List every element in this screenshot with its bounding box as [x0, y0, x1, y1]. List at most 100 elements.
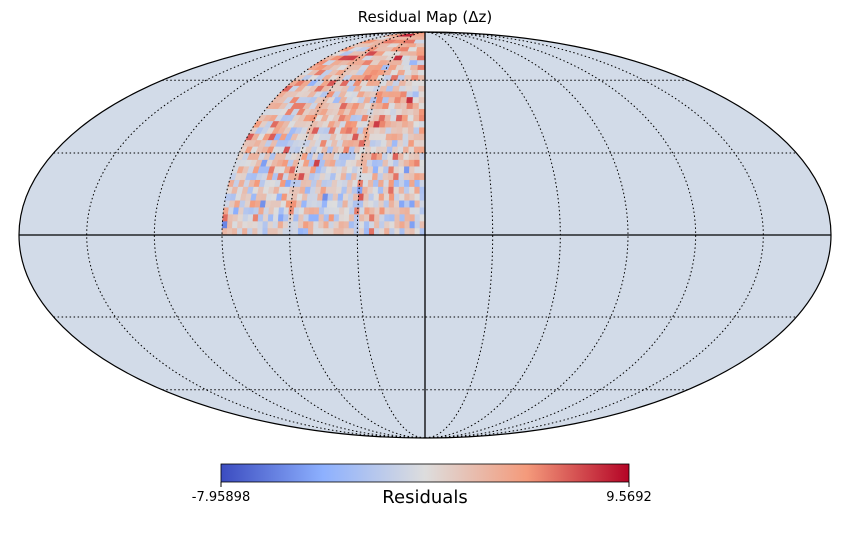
- residual-pixel: [398, 186, 405, 194]
- residual-pixel: [419, 152, 426, 160]
- residual-pixel: [338, 207, 345, 215]
- residual-pixel: [409, 193, 416, 201]
- residual-pixel: [379, 213, 385, 222]
- residual-pixel: [306, 193, 314, 201]
- colorbar-title: Residuals: [382, 487, 467, 508]
- residual-pixel: [386, 139, 393, 147]
- residual-pixel: [398, 166, 405, 174]
- residual-pixel: [288, 207, 295, 215]
- residual-pixel: [384, 207, 391, 215]
- residual-pixel: [346, 186, 353, 194]
- residual-pixel: [380, 139, 388, 147]
- residual-pixel: [403, 159, 410, 167]
- residual-pixel: [363, 227, 370, 236]
- residual-pixel: [379, 220, 385, 229]
- residual-pixel: [400, 59, 411, 66]
- residual-pixel: [379, 127, 387, 134]
- residual-pixel: [328, 213, 335, 222]
- residual-pixel: [392, 152, 399, 160]
- residual-pixel: [313, 207, 320, 215]
- residual-pixel: [413, 39, 426, 44]
- residual-pixel: [409, 200, 415, 208]
- residual-pixel: [419, 207, 426, 215]
- residual-pixel: [394, 207, 401, 215]
- residual-pixel: [414, 213, 421, 222]
- residual-pixel: [418, 80, 426, 86]
- residual-pixel: [398, 179, 405, 187]
- residual-pixel: [370, 152, 378, 160]
- residual-pixel: [357, 200, 364, 208]
- residual-pixel: [318, 220, 324, 229]
- residual-pixel: [382, 186, 389, 194]
- residual-pixel: [414, 152, 420, 160]
- residual-pixel: [333, 207, 340, 215]
- residual-pixel: [237, 207, 245, 215]
- residual-pixel: [393, 91, 402, 98]
- residual-pixel: [403, 172, 410, 180]
- residual-pixel: [418, 108, 426, 116]
- meridian-line: [356, 32, 426, 438]
- residual-pixel: [404, 213, 411, 222]
- residual-pixel: [316, 200, 323, 208]
- residual-pixel: [348, 213, 355, 222]
- residual-pixel: [376, 152, 383, 160]
- residual-pixel: [282, 227, 289, 236]
- residual-pixel: [397, 152, 404, 160]
- residual-pixel: [257, 220, 264, 229]
- residual-pixel: [371, 159, 379, 167]
- residual-pixel: [388, 186, 395, 194]
- residual-pixel: [394, 220, 400, 229]
- residual-pixel: [375, 146, 383, 154]
- residual-pixel: [398, 172, 405, 180]
- colorbar-min-label: -7.95898: [192, 490, 250, 505]
- residual-pixel: [328, 227, 334, 236]
- residual-pixel: [393, 200, 400, 208]
- residual-pixel: [413, 108, 420, 116]
- residual-pixel: [290, 200, 298, 208]
- residual-pixel: [392, 159, 400, 167]
- residual-pixel: [387, 159, 394, 167]
- residual-pixel: [409, 166, 415, 174]
- residual-pixel: [323, 220, 330, 229]
- residual-pixel: [379, 207, 385, 215]
- residual-pixel: [311, 193, 319, 201]
- residual-pixel: [301, 193, 309, 201]
- residual-pixel: [419, 120, 426, 128]
- residual-pixel: [388, 193, 395, 201]
- residual-pixel: [378, 200, 385, 208]
- residual-pixel: [262, 227, 268, 236]
- residual-pixel: [368, 200, 374, 208]
- residual-pixel: [280, 200, 287, 208]
- residual-pixel: [262, 213, 269, 222]
- residual-pixel: [356, 166, 364, 174]
- residual-pixel: [399, 193, 405, 201]
- residual-pixel: [227, 213, 234, 222]
- residual-pixel: [414, 186, 421, 194]
- residual-pixel: [327, 193, 334, 201]
- residual-pixel: [419, 193, 426, 201]
- residual-pixel: [298, 213, 305, 222]
- residual-pixel: [344, 207, 350, 215]
- residual-pixel: [419, 127, 426, 134]
- residual-pixel: [419, 213, 426, 222]
- residual-pixel: [337, 193, 344, 201]
- residual-pixel: [414, 193, 421, 201]
- residual-pixel: [407, 108, 414, 116]
- residual-pixel: [267, 227, 274, 236]
- residual-pixel: [277, 220, 284, 229]
- residual-pixel: [378, 193, 385, 201]
- residual-pixel: [301, 200, 308, 208]
- residual-pixel: [403, 166, 410, 174]
- residual-pixel: [393, 96, 402, 104]
- meridian-line: [86, 32, 426, 438]
- residual-pixel: [237, 227, 243, 236]
- residual-pixel: [283, 213, 289, 222]
- residual-pixel: [311, 200, 318, 208]
- residual-pixel: [419, 139, 426, 147]
- residual-pixel: [288, 213, 294, 222]
- residual-pixel: [419, 227, 426, 236]
- residual-pixel: [367, 179, 374, 187]
- residual-pixel: [333, 220, 340, 229]
- residual-pixel: [416, 55, 426, 61]
